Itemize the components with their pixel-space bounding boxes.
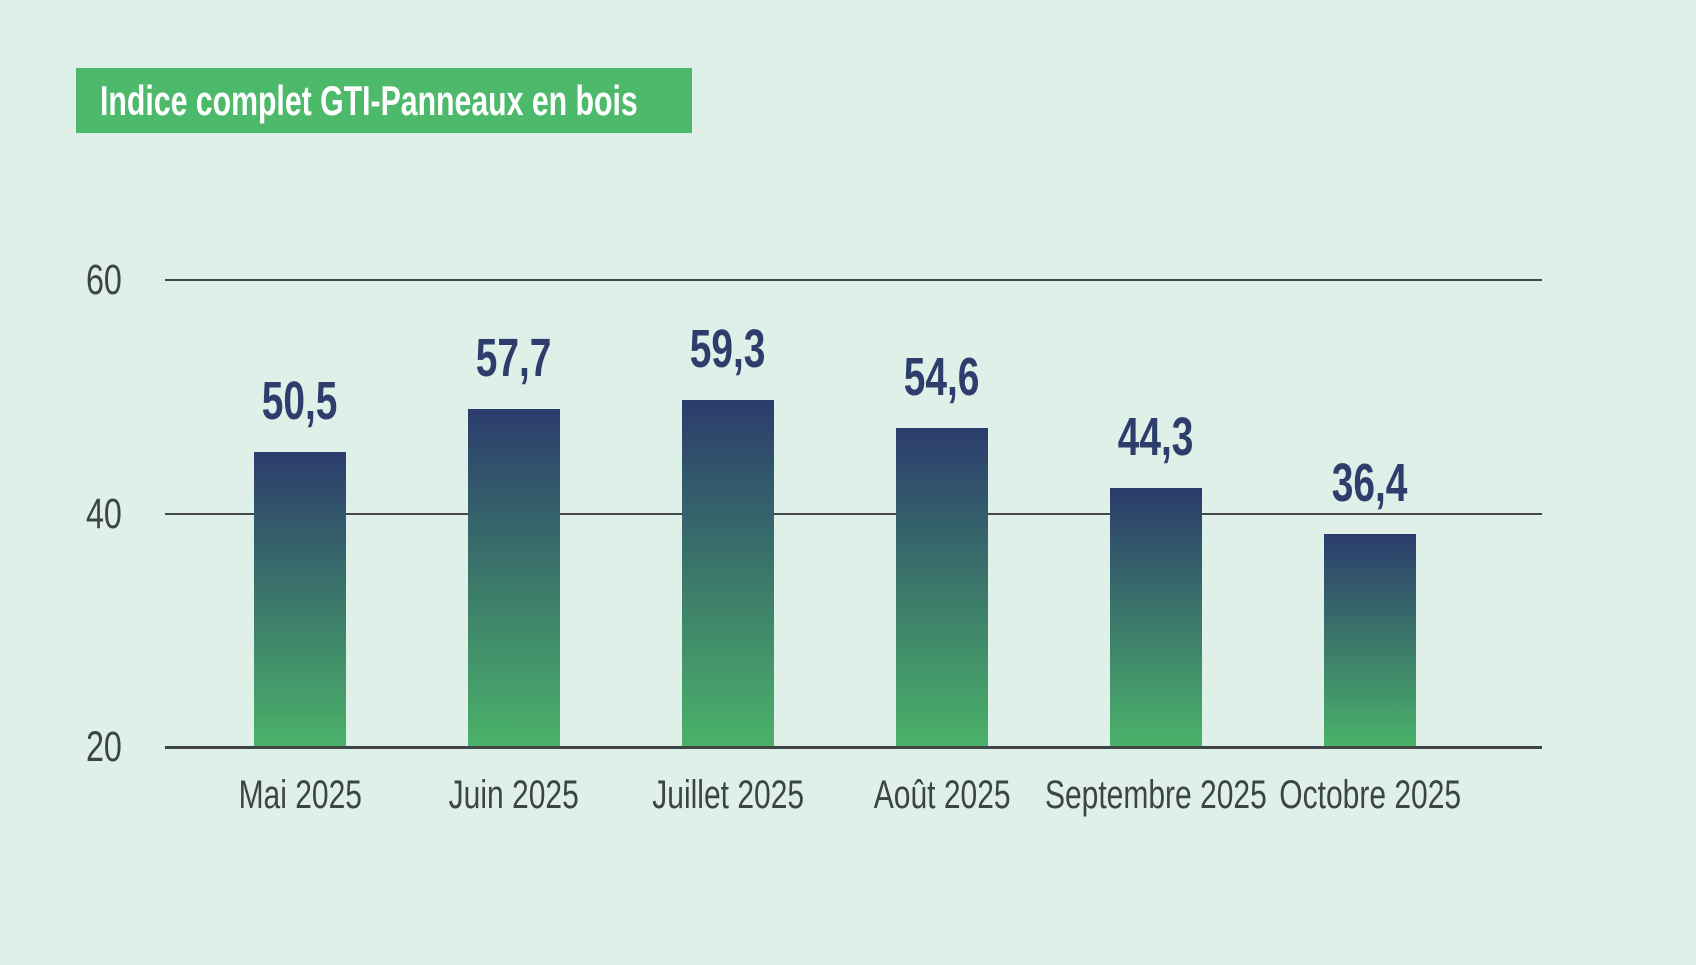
x-tick-label-octobre-2025: Octobre 2025 bbox=[1220, 770, 1520, 820]
y-tick-text: 40 bbox=[86, 489, 122, 538]
bar-mai-2025 bbox=[254, 452, 346, 747]
x-tick-text: Août 2025 bbox=[873, 773, 1011, 817]
gridline-60 bbox=[165, 279, 1542, 281]
x-tick-label-aout-2025: Août 2025 bbox=[792, 770, 1092, 820]
value-label-juin-2025: 57,7 bbox=[394, 331, 634, 385]
value-text: 36,4 bbox=[1332, 453, 1408, 513]
value-label-septembre-2025: 44,3 bbox=[1036, 410, 1276, 464]
x-tick-label-mai-2025: Mai 2025 bbox=[150, 770, 450, 820]
y-tick-text: 60 bbox=[86, 256, 122, 304]
bar-juin-2025 bbox=[468, 409, 560, 747]
x-tick-label-juillet-2025: Juillet 2025 bbox=[578, 770, 878, 820]
value-label-aout-2025: 54,6 bbox=[822, 350, 1062, 404]
x-tick-text: Juillet 2025 bbox=[652, 773, 804, 817]
chart-title-banner: Indice complet GTI-Panneaux en bois bbox=[76, 68, 692, 133]
x-tick-text: Septembre 2025 bbox=[1045, 773, 1267, 817]
value-text: 59,3 bbox=[690, 319, 766, 379]
y-tick-label-20: 20 bbox=[0, 722, 122, 772]
bar-octobre-2025 bbox=[1324, 534, 1416, 747]
value-label-juillet-2025: 59,3 bbox=[608, 322, 848, 376]
chart-title: Indice complet GTI-Panneaux en bois bbox=[100, 76, 638, 124]
value-text: 44,3 bbox=[1118, 407, 1194, 467]
value-text: 57,7 bbox=[476, 328, 552, 388]
y-tick-label-60: 60 bbox=[0, 255, 122, 305]
bar-septembre-2025 bbox=[1110, 488, 1202, 747]
x-tick-text: Juin 2025 bbox=[448, 773, 580, 817]
gridline-20 bbox=[165, 745, 1542, 749]
x-tick-label-juin-2025: Juin 2025 bbox=[364, 770, 664, 820]
x-tick-text: Octobre 2025 bbox=[1279, 773, 1461, 817]
y-tick-label-40: 40 bbox=[0, 489, 122, 539]
x-tick-label-septembre-2025: Septembre 2025 bbox=[1006, 770, 1306, 820]
bar-juillet-2025 bbox=[682, 400, 774, 747]
y-tick-text: 20 bbox=[86, 723, 122, 771]
x-tick-text: Mai 2025 bbox=[238, 773, 362, 817]
value-label-octobre-2025: 36,4 bbox=[1250, 456, 1490, 510]
value-label-mai-2025: 50,5 bbox=[180, 374, 420, 428]
value-text: 54,6 bbox=[904, 347, 980, 407]
gridline-40 bbox=[165, 512, 1542, 515]
bar-aout-2025 bbox=[896, 428, 988, 747]
value-text: 50,5 bbox=[262, 371, 338, 431]
